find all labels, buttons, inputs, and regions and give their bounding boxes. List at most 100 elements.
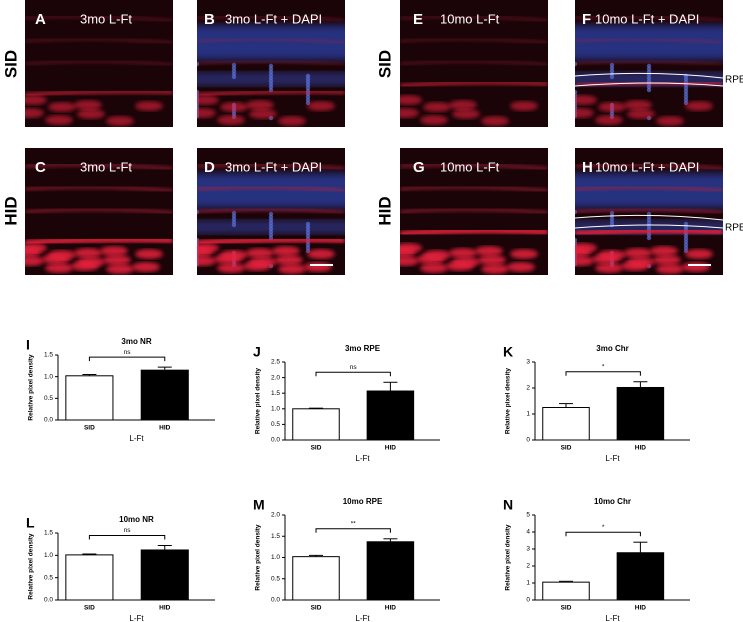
chart-title: 3mo Chr	[596, 344, 628, 353]
retina-band	[400, 185, 548, 193]
choroid	[106, 264, 134, 274]
bar	[616, 386, 665, 441]
choroid	[25, 108, 44, 118]
panel-label: J	[253, 344, 261, 360]
rpe-band	[25, 236, 173, 246]
choroid	[135, 249, 163, 259]
choroid	[446, 261, 474, 271]
retina-band	[197, 163, 345, 171]
rpe-band	[197, 89, 345, 97]
significance: *	[602, 524, 605, 531]
choroid	[507, 262, 535, 272]
panel-caption: 3mo L-Ft + DAPI	[225, 11, 322, 26]
bar	[65, 554, 114, 601]
retina-band	[197, 207, 345, 215]
significance-bracket	[565, 371, 641, 376]
x-tick-label: SID	[561, 445, 572, 452]
y-tick-label: 1	[526, 580, 530, 587]
row-label: SID	[375, 50, 394, 78]
choroid	[48, 102, 76, 112]
y-tick-label: 5	[526, 512, 530, 519]
row-label: HID	[1, 196, 20, 225]
nucleus	[197, 89, 200, 95]
bar	[366, 541, 415, 601]
y-tick-label: 1.5	[44, 352, 53, 359]
retina-band	[575, 15, 723, 22]
choroid	[74, 100, 102, 110]
choroid	[71, 261, 99, 271]
retina-band	[25, 15, 173, 22]
choroid	[132, 262, 160, 272]
y-tick-label: 1.0	[271, 554, 280, 561]
y-tick-label: 0	[526, 597, 530, 604]
choroid	[595, 115, 623, 125]
choroid	[74, 248, 102, 258]
x-tick-label: SID	[311, 445, 322, 452]
y-tick-label: 0.5	[44, 574, 53, 581]
dapi-layer	[197, 25, 345, 60]
choroid	[100, 246, 128, 256]
choroid	[275, 255, 303, 265]
choroid	[575, 256, 594, 266]
panel-letter: G	[413, 159, 425, 176]
choroid	[42, 254, 70, 264]
rpe-band	[197, 236, 345, 246]
choroid	[400, 95, 422, 105]
rpe-label: RPE	[725, 223, 743, 234]
panel-label: M	[253, 497, 265, 513]
choroid	[575, 95, 597, 105]
x-tick-label: SID	[561, 605, 572, 612]
choroid	[25, 256, 44, 266]
choroid	[595, 263, 623, 273]
choroid	[197, 95, 219, 105]
x-axis-label: L-Ft	[129, 434, 144, 443]
choroid	[650, 246, 678, 256]
y-tick-label: 1.0	[44, 373, 53, 380]
y-tick-label: 2	[526, 385, 530, 392]
retina-band	[25, 38, 173, 44]
panel-label: N	[503, 497, 513, 513]
retina-band	[575, 207, 723, 215]
choroid	[682, 262, 710, 272]
nucleus	[268, 211, 274, 217]
choroid	[417, 254, 445, 264]
significance: *	[602, 363, 605, 370]
nucleus	[268, 63, 274, 69]
choroid	[452, 109, 480, 119]
micrograph	[197, 0, 345, 127]
retina-band	[575, 185, 723, 193]
y-tick-label: 1.5	[271, 390, 280, 397]
choroid	[400, 108, 419, 118]
choroid	[246, 100, 274, 110]
y-tick-label: 0.0	[271, 597, 280, 604]
choroid	[246, 248, 274, 258]
retina-band	[400, 15, 548, 22]
y-tick-label: 3	[526, 359, 530, 366]
x-axis-label: L-Ft	[355, 454, 370, 463]
choroid	[575, 108, 594, 118]
panel-letter: H	[582, 159, 593, 176]
choroid	[656, 264, 684, 274]
choroid	[45, 115, 73, 125]
rpe-outline	[575, 214, 723, 221]
retina-band	[25, 163, 173, 171]
nucleus	[231, 62, 237, 68]
choroid	[624, 100, 652, 110]
choroid	[304, 262, 332, 272]
micrograph	[400, 0, 548, 127]
y-tick-label: 1.5	[271, 533, 280, 540]
y-tick-label: 0.5	[271, 421, 280, 428]
choroid	[278, 116, 306, 126]
y-axis-label: Relative pixel density	[255, 368, 262, 434]
nucleus	[646, 63, 652, 69]
panel-caption: 10mo L-Ft + DAPI	[595, 159, 699, 174]
choroid	[592, 254, 620, 264]
choroid	[307, 249, 335, 259]
chart-title: 10mo Chr	[594, 497, 631, 506]
chart-title: 10mo NR	[119, 515, 154, 524]
y-tick-label: 2.5	[271, 359, 280, 366]
choroid	[598, 102, 626, 112]
bar	[616, 552, 665, 601]
y-tick-label: 1	[526, 411, 530, 418]
